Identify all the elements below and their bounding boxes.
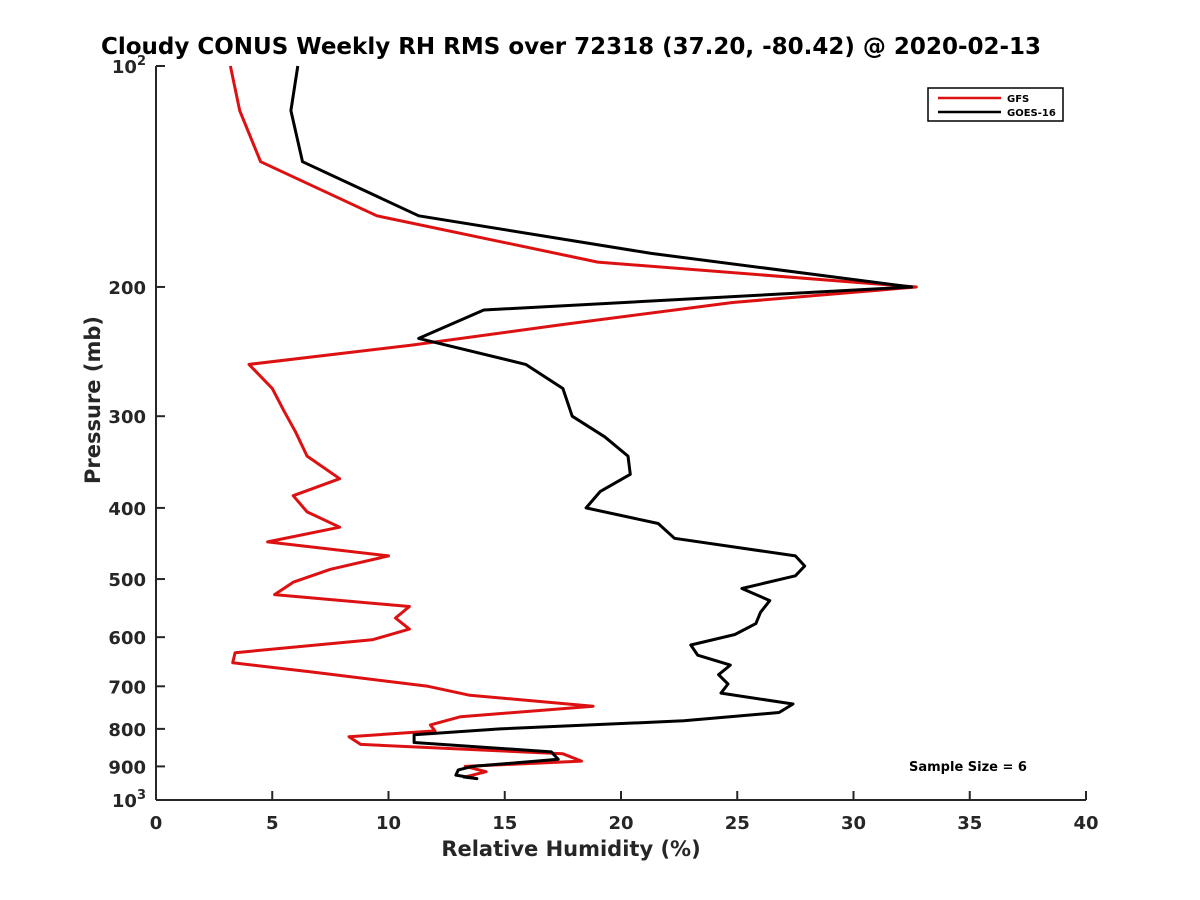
legend: GFS GOES-16 [927,87,1064,122]
y-tick-label: 800 [108,720,146,741]
legend-label-goes16: GOES-16 [1007,108,1056,119]
x-tick-label: 30 [841,813,866,834]
x-tick-label: 15 [492,813,517,834]
x-tick-label: 35 [957,813,982,834]
series-group [228,65,918,781]
x-tick-label: 40 [1073,813,1098,834]
x-tick-label: 25 [725,813,750,834]
y-tick-label: 102 [112,54,146,78]
y-tick-label: 500 [108,570,146,591]
x-axis-label: Relative Humidity (%) [441,837,700,861]
series-line-goes16 [289,65,914,781]
y-tick-label: 300 [108,407,146,428]
x-tick-label: 20 [608,813,633,834]
y-tick-label: 600 [108,628,146,649]
x-tick-label: 0 [150,813,163,834]
series-line-gfs [228,65,918,779]
y-tick-label: 103 [112,788,146,812]
x-tick-label: 5 [266,813,279,834]
sample-size-annotation: Sample Size = 6 [909,760,1027,775]
y-tick-label: 400 [108,499,146,520]
legend-label-gfs: GFS [1007,94,1029,105]
y-axis-label: Pressure (mb) [81,316,105,484]
y-tick-label: 200 [108,278,146,299]
y-tick-label: 700 [108,677,146,698]
x-tick-label: 10 [376,813,401,834]
y-tick-label: 900 [108,757,146,778]
plot-area [156,66,1086,800]
legend-box [927,87,1064,122]
chart-title: Cloudy CONUS Weekly RH RMS over 72318 (3… [101,34,1041,60]
